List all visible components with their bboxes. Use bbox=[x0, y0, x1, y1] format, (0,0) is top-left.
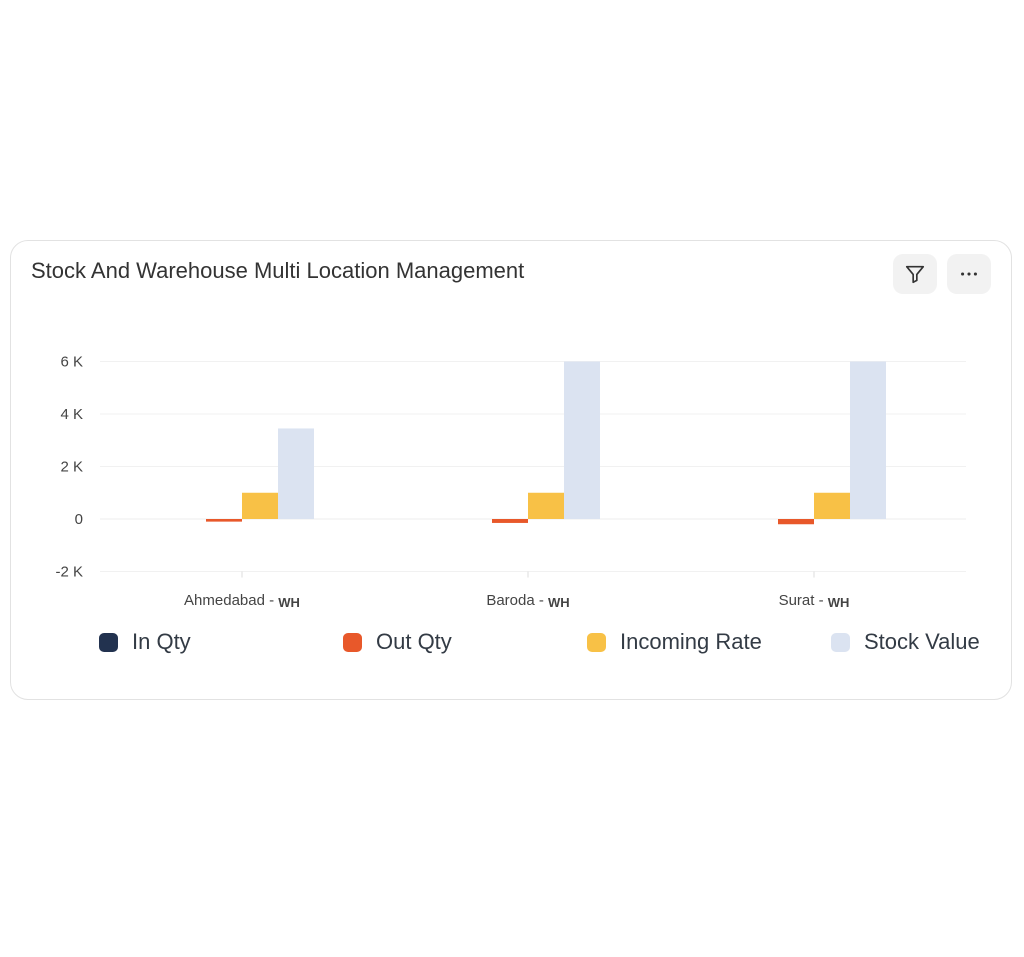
bar-stock-value[interactable] bbox=[850, 361, 886, 520]
legend-label: Stock Value bbox=[864, 629, 980, 654]
y-tick-label: 6 K bbox=[60, 354, 83, 371]
legend-label: In Qty bbox=[132, 629, 191, 654]
more-options-button[interactable] bbox=[947, 254, 991, 294]
legend-swatch bbox=[99, 632, 118, 652]
legend-swatch bbox=[343, 632, 362, 652]
legend-item-in-qty[interactable]: In Qty bbox=[99, 629, 191, 655]
legend-item-out-qty[interactable]: Out Qty bbox=[343, 629, 452, 655]
bar-incoming-rate[interactable] bbox=[528, 492, 564, 519]
x-tick-label: Ahmedabad - WH bbox=[184, 592, 300, 610]
x-tick-label: Baroda - WH bbox=[486, 592, 569, 610]
bar-stock-value[interactable] bbox=[278, 428, 314, 519]
x-tick-label: Surat - WH bbox=[779, 592, 850, 610]
bar-chart: -2 K 0 2 K 4 K 6 K Ahmedabad - WH Baroda - WH S… bbox=[55, 354, 966, 611]
filter-button[interactable] bbox=[893, 254, 937, 294]
legend-label: Out Qty bbox=[376, 629, 452, 654]
bar-incoming-rate[interactable] bbox=[814, 492, 850, 519]
label-layer: -2 K 0 2 K 4 K 6 K Ahmedabad - WH Baroda - WH S… bbox=[55, 354, 849, 611]
legend-label: Incoming Rate bbox=[620, 629, 762, 654]
bar-layer bbox=[206, 361, 886, 525]
bar-incoming-rate[interactable] bbox=[242, 492, 278, 519]
bar-out-qty[interactable] bbox=[492, 519, 528, 523]
legend-swatch bbox=[831, 632, 850, 652]
chart-card: Stock And Warehouse Multi Location Manag… bbox=[10, 240, 1012, 700]
legend-item-incoming-rate[interactable]: Incoming Rate bbox=[587, 629, 762, 655]
more-horizontal-icon bbox=[961, 272, 977, 276]
card-title: Stock And Warehouse Multi Location Manag… bbox=[31, 258, 525, 283]
bar-out-qty[interactable] bbox=[206, 519, 242, 522]
y-tick-label: 4 K bbox=[60, 406, 83, 423]
y-tick-label: 0 bbox=[75, 511, 83, 528]
legend-swatch bbox=[587, 632, 606, 652]
legend-item-stock-value[interactable]: Stock Value bbox=[831, 629, 980, 655]
bar-stock-value[interactable] bbox=[564, 361, 600, 520]
filter-icon bbox=[905, 265, 925, 284]
y-tick-label: 2 K bbox=[60, 459, 83, 476]
grid-layer bbox=[100, 361, 966, 578]
bar-out-qty[interactable] bbox=[778, 519, 814, 525]
y-tick-label: -2 K bbox=[55, 564, 83, 581]
chart-legend: In Qty Out Qty Incoming Rate Stock Value bbox=[11, 629, 1011, 659]
